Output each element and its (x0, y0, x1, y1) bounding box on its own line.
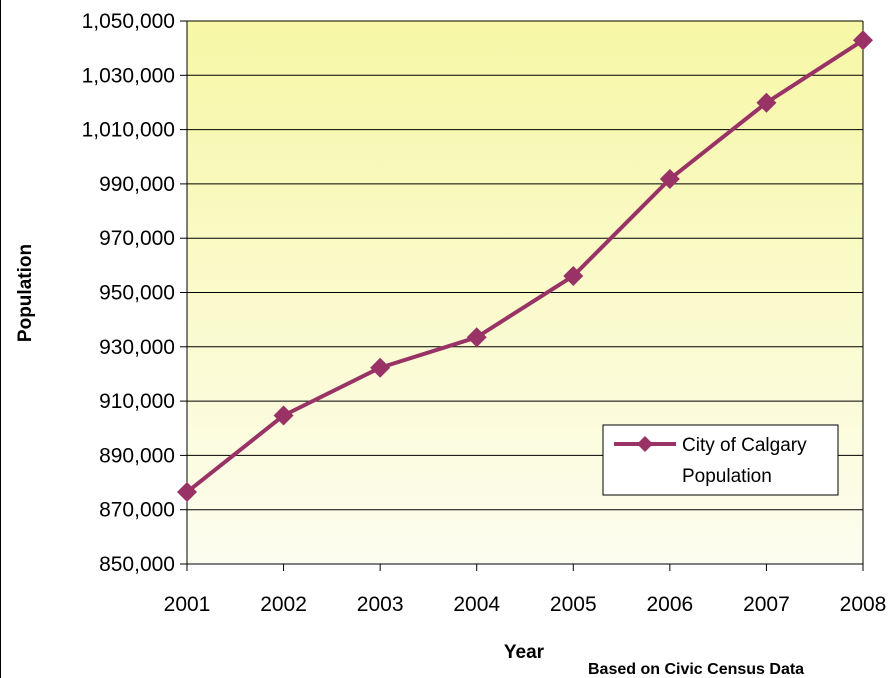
y-tick-labels: 850,000 870,000 890,000 910,000 930,000 950,0… (82, 10, 175, 576)
legend-label-line-1: City of Calgary (682, 435, 807, 456)
y-tick-label: 890,000 (99, 444, 175, 467)
series-markers (177, 30, 873, 503)
x-tick-label: 2005 (550, 593, 597, 616)
y-tick-label: 870,000 (99, 499, 175, 522)
data-point-marker (756, 92, 777, 113)
y-tick-label: 850,000 (99, 553, 175, 576)
y-tick-label: 990,000 (99, 173, 175, 196)
data-point-marker (466, 327, 487, 348)
legend-label-line-2: Population (682, 466, 772, 487)
x-tick-label: 2002 (260, 593, 307, 616)
series-line (185, 38, 865, 494)
data-point-marker (177, 482, 197, 503)
data-point-marker (563, 265, 584, 286)
x-axis-title: Year (504, 642, 545, 663)
y-tick-label: 1,030,000 (82, 64, 175, 87)
y-tick-label: 1,050,000 (82, 10, 175, 33)
y-tick-label: 910,000 (99, 390, 175, 413)
x-tick-label: 2008 (840, 593, 887, 616)
data-point-marker (659, 169, 680, 190)
y-axis-title: Population (15, 244, 36, 342)
y-tick-label: 970,000 (99, 227, 175, 250)
series-lines (185, 38, 865, 494)
x-tick-label: 2007 (743, 593, 790, 616)
y-tick-label: 930,000 (99, 336, 175, 359)
legend: City of Calgary Population (602, 424, 839, 496)
x-tick-labels: 2001 2002 2003 2004 2005 2006 2007 2008 (164, 593, 887, 616)
gridlines (187, 20, 863, 565)
data-point-marker (853, 30, 873, 51)
y-tick-label: 950,000 (99, 282, 175, 305)
x-tick-label: 2004 (453, 593, 500, 616)
legend-box (602, 424, 839, 496)
x-tick-label: 2006 (646, 593, 693, 616)
x-tick-label: 2003 (357, 593, 404, 616)
x-tick-label: 2001 (164, 593, 211, 616)
data-point-marker (370, 357, 391, 378)
y-tick-label: 1,010,000 (82, 119, 175, 142)
data-point-marker (273, 405, 294, 426)
source-note: Based on Civic Census Data (588, 661, 804, 678)
axes (180, 20, 864, 571)
legend-marker-sample (637, 436, 653, 452)
